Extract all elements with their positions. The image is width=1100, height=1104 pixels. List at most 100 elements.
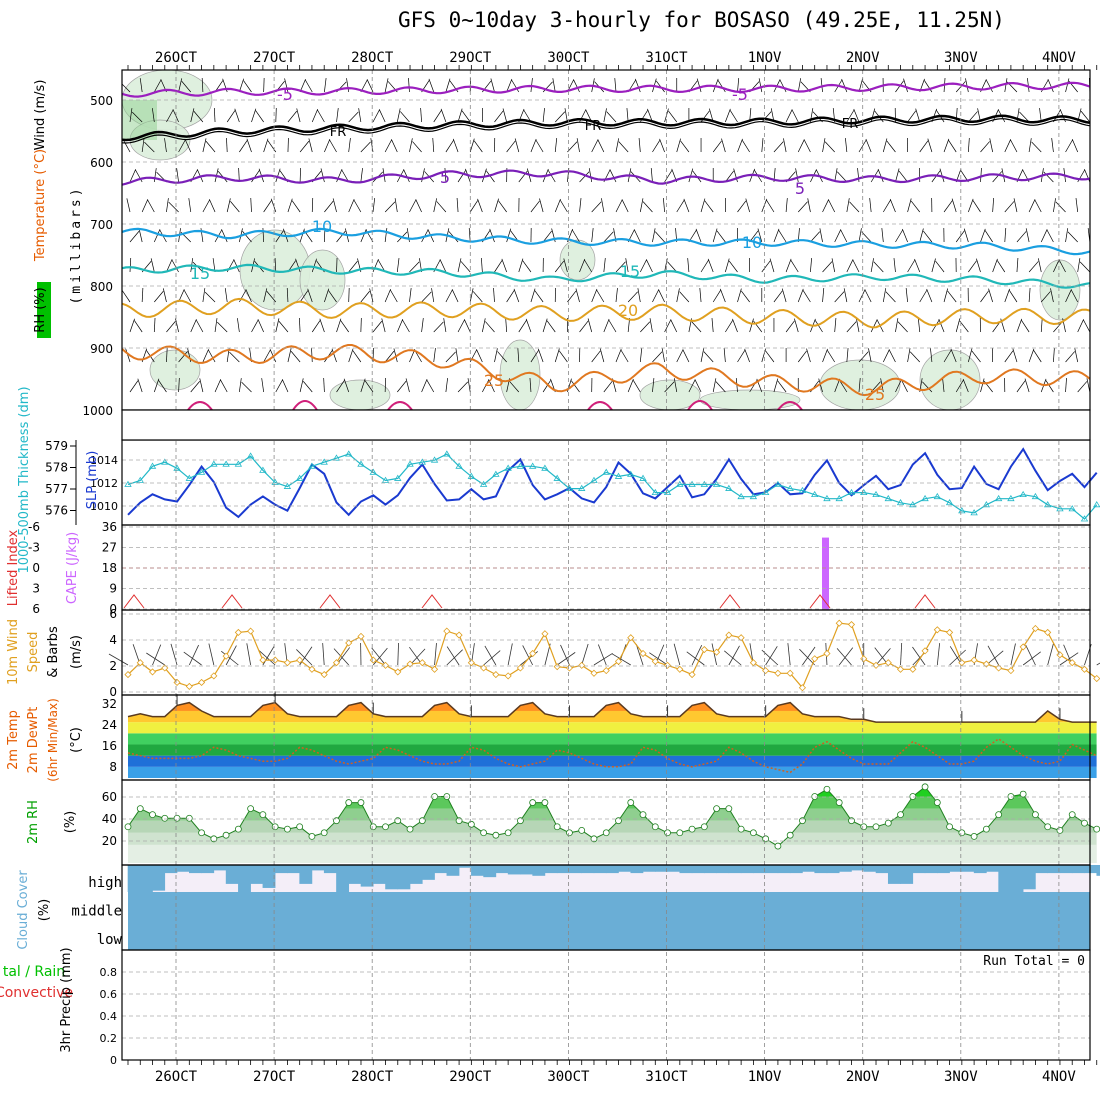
wind-barb: [397, 108, 400, 122]
wind-barb: [981, 229, 986, 242]
wind-barb: [820, 228, 823, 242]
wind-barb: [652, 228, 655, 242]
wind-barb: [354, 200, 361, 212]
wind-speed-point: [959, 660, 965, 666]
wind-barb: [577, 138, 579, 152]
wind-barb: [650, 318, 652, 332]
wind-barb: [720, 289, 725, 302]
wind-barb: [847, 198, 849, 212]
wind-barb-10m: [724, 651, 741, 665]
wind-barb: [598, 139, 604, 152]
wind-barb: [1083, 320, 1090, 332]
wind-barb: [247, 139, 252, 152]
wind-barb: [952, 199, 956, 212]
cloud-high-bar: [569, 865, 582, 873]
wind-barb-10m: [508, 643, 512, 665]
cloud-high-bar: [851, 865, 864, 870]
wind-barb: [163, 288, 166, 302]
wind-barb: [422, 318, 424, 332]
wind-speed-point: [272, 657, 278, 663]
wind-barb: [883, 288, 885, 302]
wind-barb: [842, 79, 847, 92]
wind-barb-10m: [1048, 644, 1054, 665]
wind-barb: [539, 198, 543, 212]
wind-barb: [680, 292, 689, 302]
wind-barb: [1005, 78, 1007, 92]
cloud-high-bar: [447, 865, 460, 876]
wind-barb: [889, 350, 895, 362]
date-label-top: 28OCT: [351, 50, 394, 66]
wind-barb: [494, 288, 495, 302]
precip-tick-label: 0: [110, 1054, 117, 1067]
wind-barb: [663, 198, 664, 212]
wind-barb-10m: [184, 652, 202, 665]
wind-barb: [895, 230, 902, 242]
ua-ytick-label: 1000: [82, 404, 113, 418]
temp-tick-label: 32: [102, 697, 117, 711]
wind-barb: [555, 112, 565, 122]
wind-barb: [481, 258, 482, 272]
wind-barb: [252, 320, 259, 332]
cloud-high-bar: [422, 865, 435, 880]
wind-barb: [203, 138, 206, 152]
wind-barb: [441, 109, 446, 122]
cloud-high-bar: [397, 865, 410, 889]
date-label-bottom: 30OCT: [547, 1069, 590, 1085]
wind-barb: [1017, 319, 1022, 332]
precip-ylabel-c: 3hr Precip (mm): [59, 947, 74, 1052]
rh-point: [812, 794, 818, 800]
wind-barb: [898, 322, 908, 332]
panel-frame-pr: [122, 950, 1090, 1060]
wind-barb: [215, 379, 221, 392]
wind-barb: [692, 322, 701, 332]
cloud-high-bar: [189, 865, 202, 873]
wind-barb: [908, 111, 916, 122]
wind-barb: [874, 262, 884, 272]
wind-barb: [1029, 349, 1034, 362]
rh-point: [383, 824, 389, 830]
wind-barb: [288, 348, 291, 362]
wind-barb: [1078, 258, 1080, 272]
ua-ylabel-unit: (millibars): [69, 185, 84, 304]
wind-barb: [200, 378, 203, 392]
rh-point: [481, 830, 487, 836]
wind-barb: [453, 139, 458, 152]
cloud-high-bar: [336, 865, 349, 892]
cloud-high-bar: [704, 865, 717, 873]
wind-barb: [1066, 228, 1068, 242]
rh-point: [665, 830, 671, 836]
wind-barb: [205, 292, 215, 302]
rh-point: [836, 800, 842, 806]
wind-barb: [766, 351, 774, 362]
wind-barb-10m: [839, 648, 853, 665]
wind-barb: [1052, 138, 1054, 152]
wind-barb: [385, 228, 387, 242]
wind-barb: [330, 140, 337, 152]
wind-barb: [604, 381, 613, 392]
rh-point: [787, 832, 793, 838]
wind-barb: [1041, 318, 1042, 332]
rh-point: [750, 830, 756, 836]
wind-barb: [968, 138, 969, 152]
rh-point: [1032, 812, 1038, 818]
wind-barb-10m: [582, 644, 588, 665]
rh-point: [419, 818, 425, 824]
cloud-high-bar: [373, 865, 386, 884]
wind-barb: [847, 348, 848, 362]
li-tick-label: 6: [32, 602, 40, 616]
wind-barb: [347, 78, 349, 92]
panel-frame-wd: [122, 610, 1090, 695]
rh-ylabel-unit: (%): [63, 811, 78, 834]
wind-barb: [514, 289, 519, 302]
cloud-high-bar: [1011, 865, 1024, 892]
cloud-high-bar: [226, 865, 239, 884]
rh-point: [248, 806, 254, 812]
wind-barb: [742, 140, 749, 152]
cloud-high-bar: [974, 865, 987, 873]
wind-barb: [252, 109, 256, 122]
wind-barb: [361, 142, 371, 152]
wind-speed-point: [1057, 652, 1063, 658]
contour-label: 10: [312, 217, 332, 236]
wind-barb: [976, 259, 980, 272]
wind-barb: [738, 289, 742, 302]
